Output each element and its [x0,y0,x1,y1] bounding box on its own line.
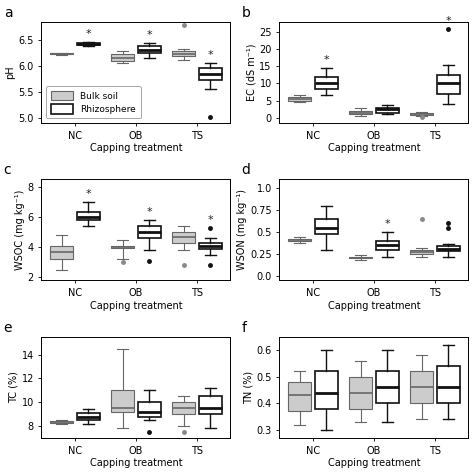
Text: f: f [242,321,246,335]
PathPatch shape [172,232,195,243]
PathPatch shape [315,219,338,234]
PathPatch shape [315,77,338,89]
Text: *: * [86,189,91,199]
X-axis label: Capping treatment: Capping treatment [328,143,420,154]
PathPatch shape [77,212,100,220]
PathPatch shape [199,243,222,249]
PathPatch shape [315,372,338,409]
PathPatch shape [199,396,222,414]
PathPatch shape [172,402,195,414]
PathPatch shape [172,51,195,56]
PathPatch shape [376,241,399,250]
PathPatch shape [410,113,433,115]
PathPatch shape [111,246,134,248]
Text: *: * [146,207,152,217]
PathPatch shape [437,75,460,94]
PathPatch shape [437,366,460,403]
X-axis label: Capping treatment: Capping treatment [328,301,420,311]
PathPatch shape [138,402,161,417]
Text: *: * [208,50,213,60]
Text: *: * [324,55,329,65]
PathPatch shape [111,391,134,412]
PathPatch shape [77,413,100,420]
PathPatch shape [288,239,311,241]
PathPatch shape [376,372,399,403]
PathPatch shape [349,257,372,258]
PathPatch shape [410,250,433,254]
Text: *: * [146,30,152,40]
PathPatch shape [50,246,73,259]
Text: b: b [242,6,251,20]
Text: c: c [4,163,11,177]
PathPatch shape [199,68,222,81]
X-axis label: Capping treatment: Capping treatment [90,301,182,311]
PathPatch shape [50,421,73,422]
PathPatch shape [288,97,311,100]
PathPatch shape [376,108,399,113]
Text: d: d [242,163,251,177]
PathPatch shape [138,226,161,238]
Y-axis label: TN (%): TN (%) [244,371,254,404]
Legend: Bulk soil, Rhizosphere: Bulk soil, Rhizosphere [46,86,141,118]
PathPatch shape [437,246,460,251]
Y-axis label: pH: pH [6,65,16,79]
PathPatch shape [111,55,134,61]
Y-axis label: EC (dS m⁻¹): EC (dS m⁻¹) [246,44,256,101]
Y-axis label: TC (%): TC (%) [9,372,18,403]
Text: e: e [4,321,12,335]
Text: *: * [208,215,213,225]
X-axis label: Capping treatment: Capping treatment [90,458,182,468]
PathPatch shape [77,43,100,45]
Y-axis label: WSON (mg kg⁻¹): WSON (mg kg⁻¹) [237,190,247,270]
X-axis label: Capping treatment: Capping treatment [328,458,420,468]
PathPatch shape [50,54,73,55]
Text: *: * [86,29,91,39]
PathPatch shape [138,46,161,54]
Text: *: * [384,219,390,229]
PathPatch shape [410,372,433,403]
Text: *: * [446,16,451,26]
X-axis label: Capping treatment: Capping treatment [90,143,182,154]
PathPatch shape [288,382,311,411]
Text: a: a [4,6,12,20]
Y-axis label: WSOC (mg kg⁻¹): WSOC (mg kg⁻¹) [15,190,25,270]
PathPatch shape [349,111,372,114]
PathPatch shape [349,377,372,409]
